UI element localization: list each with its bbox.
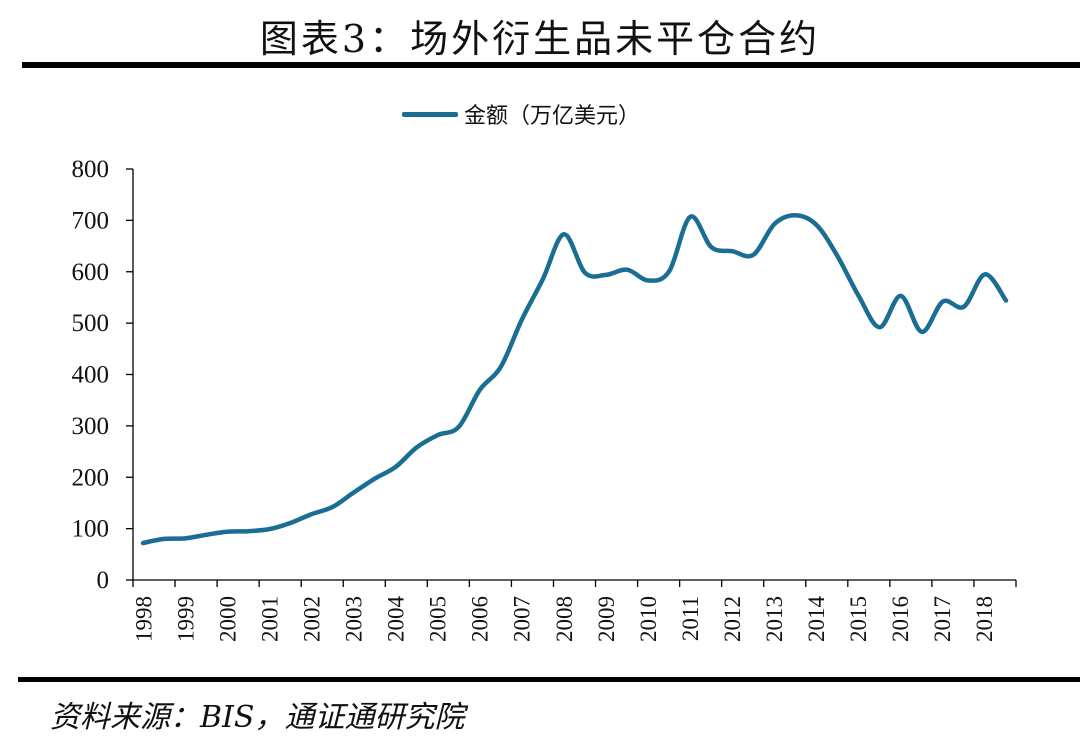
- y-tick-label: 100: [72, 516, 110, 543]
- y-tick-label: 700: [72, 207, 110, 234]
- x-tick-label: 2017: [930, 596, 955, 642]
- series-line: [140, 212, 1009, 546]
- x-axis: 1998 1999 2000 2001 2002 2003 2004 2005 2006 2007…: [131, 579, 1017, 643]
- x-tick-label: 2009: [594, 596, 619, 642]
- x-tick-label: 2001: [257, 596, 282, 642]
- legend-label: 金额（万亿美元）: [464, 104, 641, 129]
- x-tick-label: 2014: [804, 596, 829, 643]
- x-tick-label: 2008: [552, 596, 577, 642]
- y-tick-label: 800: [72, 156, 110, 183]
- x-tick-label: 2007: [510, 596, 535, 642]
- x-tick-label: 2012: [720, 596, 745, 642]
- x-tick-label: 2011: [678, 596, 703, 641]
- legend: 金额（万亿美元）: [402, 98, 640, 130]
- x-tick-label: 2016: [888, 596, 913, 642]
- x-tick-label: 2005: [426, 596, 451, 642]
- chart-title: 图表3：场外衍生品未平仓合约: [259, 17, 821, 61]
- y-tick-label: 300: [72, 413, 110, 440]
- x-tick-label: 2010: [636, 596, 661, 642]
- x-tick-label: 2013: [762, 596, 787, 642]
- source-note: 资料来源：BIS，通证通研究院: [50, 700, 465, 735]
- x-tick-label: 2004: [384, 596, 409, 643]
- legend-line-swatch: [402, 111, 458, 117]
- x-tick-label: 2018: [972, 596, 997, 642]
- x-tick-label: 1998: [131, 596, 156, 642]
- y-axis: 0 100 200 300 400 500 600 700 800: [72, 156, 134, 594]
- y-tick-label: 400: [72, 362, 110, 389]
- y-tick-label: 500: [72, 310, 110, 337]
- x-tick-label: 2003: [342, 596, 367, 642]
- x-tick-label: 1999: [173, 596, 198, 642]
- x-tick-label: 2000: [215, 596, 240, 642]
- y-tick-label: 600: [72, 259, 110, 286]
- footer-divider: [18, 677, 1080, 682]
- x-tick-label: 2002: [299, 596, 324, 642]
- x-tick-label: 2006: [468, 596, 493, 642]
- title-divider: [22, 62, 1080, 68]
- x-tick-label: 2015: [846, 596, 871, 642]
- y-tick-label: 0: [97, 567, 110, 594]
- y-tick-label: 200: [72, 464, 110, 491]
